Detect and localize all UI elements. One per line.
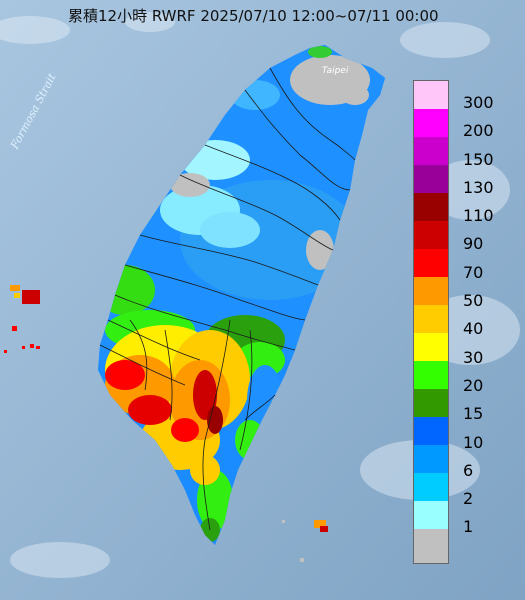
legend-label: 50 <box>463 291 484 311</box>
legend-swatch <box>413 277 449 305</box>
legend-label: 300 <box>463 93 494 112</box>
legend-swatch <box>413 193 449 221</box>
legend-swatch <box>413 445 449 473</box>
legend-label: 70 <box>463 262 484 282</box>
legend-swatch <box>413 333 449 361</box>
legend-label: 200 <box>463 121 494 141</box>
legend-swatch <box>413 249 449 277</box>
legend-swatch <box>413 221 449 249</box>
offshore-rain-cells <box>4 285 328 562</box>
county-boundaries <box>99 67 356 531</box>
legend-swatch <box>413 473 449 501</box>
legend-labels: 300 200 150 130 110 90 70 50 40 30 20 15 10 6 2 1 <box>463 93 494 547</box>
legend-swatch <box>413 361 449 389</box>
legend-label: 6 <box>463 460 474 480</box>
color-legend <box>413 80 449 564</box>
legend-swatch <box>413 80 449 109</box>
legend-label: 40 <box>463 319 484 339</box>
legend-label: 110 <box>463 206 494 226</box>
legend-label: 20 <box>463 375 484 395</box>
legend-swatch <box>413 389 449 417</box>
city-label: Taipei <box>322 66 349 76</box>
legend-swatch <box>413 529 449 564</box>
legend-label: 1 <box>463 517 474 537</box>
legend-label: 15 <box>463 404 484 424</box>
legend-swatch <box>413 417 449 445</box>
map-title: 累積12小時 RWRF 2025/07/10 12:00~07/11 00:00 <box>68 7 439 25</box>
legend-label: 150 <box>463 149 494 169</box>
legend-label: 10 <box>463 432 484 452</box>
legend-label: 30 <box>463 347 484 367</box>
legend-swatch <box>413 109 449 137</box>
legend-swatch <box>413 137 449 165</box>
legend-swatch <box>413 305 449 333</box>
legend-swatch <box>413 501 449 529</box>
legend-label: 90 <box>463 234 484 254</box>
legend-label: 2 <box>463 489 474 509</box>
legend-swatch <box>413 165 449 193</box>
legend-label: 130 <box>463 177 494 197</box>
